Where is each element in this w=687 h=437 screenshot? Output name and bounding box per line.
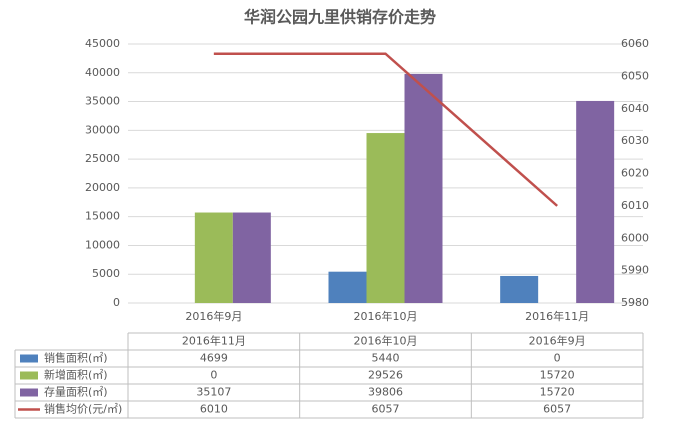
legend-label: 销售均价(元/㎡) — [44, 402, 122, 416]
y2-tick-label: 5990 — [621, 264, 649, 277]
y-tick-label: 5000 — [92, 267, 120, 280]
table-cell: 15720 — [540, 386, 575, 399]
y2-tick-label: 5980 — [621, 296, 649, 309]
y-tick-label: 35000 — [85, 95, 120, 108]
legend-label: 新增面积(㎡) — [44, 368, 108, 382]
y-tick-label: 15000 — [85, 210, 120, 223]
y-tick-label: 25000 — [85, 152, 120, 165]
bar — [404, 73, 443, 304]
bar — [576, 100, 615, 303]
table-cell: 6010 — [200, 403, 228, 416]
bar — [366, 133, 405, 303]
y-tick-label: 10000 — [85, 238, 120, 251]
table-cell: 0 — [210, 369, 217, 382]
y-tick-label: 0 — [113, 296, 120, 309]
legend-swatch — [20, 371, 38, 380]
y2-tick-label: 6020 — [621, 167, 649, 180]
table-cell: 6057 — [372, 403, 400, 416]
table-cell: 29526 — [368, 369, 403, 382]
y-tick-label: 30000 — [85, 123, 120, 136]
y-tick-label: 40000 — [85, 66, 120, 79]
table-cell: 0 — [554, 352, 561, 365]
legend-swatch — [20, 388, 38, 397]
x-tick-label: 2016年9月 — [185, 309, 242, 323]
line-series — [213, 52, 558, 207]
legend-label: 存量面积(㎡) — [44, 385, 108, 399]
y-tick-label: 45000 — [85, 37, 120, 50]
bar — [194, 212, 233, 303]
chart-title: 华润公园九里供销存价走势 — [244, 8, 436, 27]
x-tick-label: 2016年11月 — [525, 309, 589, 323]
legend-swatch — [20, 354, 38, 363]
y2-tick-label: 6040 — [621, 102, 649, 115]
bar — [232, 212, 271, 303]
table-cell: 35107 — [196, 386, 231, 399]
y2-tick-label: 6000 — [621, 231, 649, 244]
y2-tick-label: 6050 — [621, 69, 649, 82]
bar — [500, 275, 539, 303]
table-cell: 15720 — [540, 369, 575, 382]
x-tick-label: 2016年10月 — [354, 309, 418, 323]
bar — [328, 271, 367, 303]
y-tick-label: 20000 — [85, 181, 120, 194]
table-header: 2016年9月 — [529, 334, 586, 348]
table-cell: 6057 — [543, 403, 571, 416]
table-cell: 4699 — [200, 352, 228, 365]
table-cell: 5440 — [372, 352, 400, 365]
table-cell: 39806 — [368, 386, 403, 399]
y2-tick-label: 6030 — [621, 134, 649, 147]
table-header: 2016年11月 — [182, 334, 246, 348]
legend-label: 销售面积(㎡) — [44, 351, 108, 365]
table-header: 2016年10月 — [354, 334, 418, 348]
y2-tick-label: 6010 — [621, 199, 649, 212]
y2-tick-label: 6060 — [621, 37, 649, 50]
